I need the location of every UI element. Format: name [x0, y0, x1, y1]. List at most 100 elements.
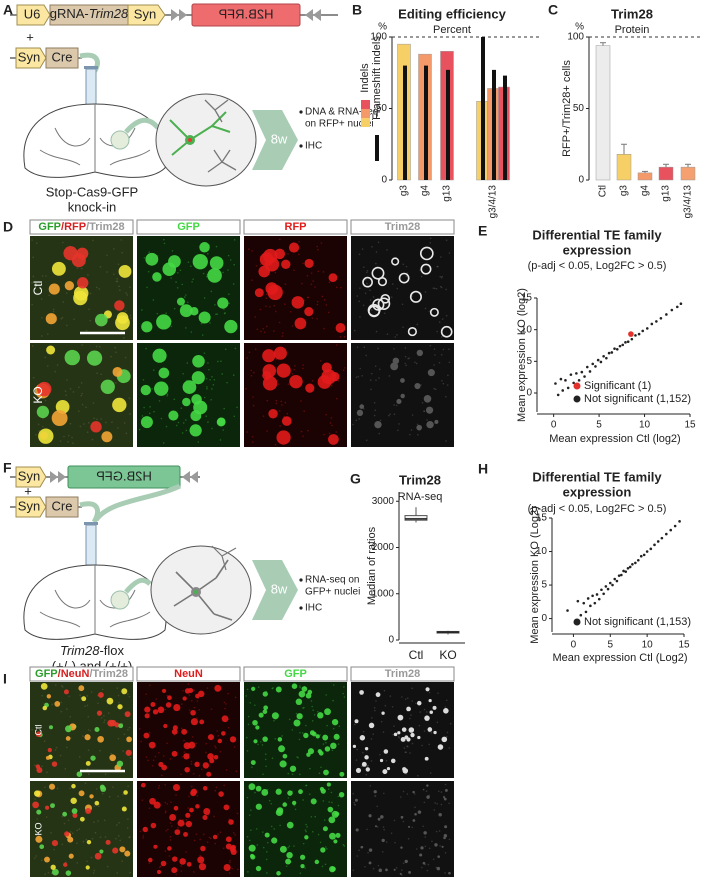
- tissue-texture: [327, 311, 330, 314]
- channel-header-part: /NeuN: [58, 668, 90, 680]
- cell: [359, 690, 364, 695]
- tissue-texture: [369, 289, 371, 292]
- tissue-texture: [323, 433, 325, 436]
- tissue-texture: [302, 799, 304, 801]
- tissue-texture: [262, 846, 265, 849]
- tissue-texture: [367, 764, 369, 767]
- cell: [377, 276, 388, 287]
- cell: [48, 783, 56, 790]
- tissue-texture: [440, 276, 443, 279]
- tissue-texture: [99, 836, 102, 838]
- panel-label: G: [350, 471, 361, 487]
- tissue-texture: [164, 811, 167, 814]
- x-axis-label: Mean expression Ctl (Log2): [552, 652, 687, 664]
- tissue-texture: [413, 793, 416, 795]
- cell: [400, 393, 405, 399]
- tissue-texture: [80, 394, 83, 397]
- tissue-texture: [87, 749, 90, 751]
- cell: [323, 769, 329, 776]
- cell: [417, 810, 422, 814]
- cell: [189, 807, 194, 813]
- tissue-texture: [404, 362, 407, 365]
- tissue-texture: [305, 830, 307, 833]
- tissue-texture: [330, 791, 333, 794]
- tissue-texture: [87, 274, 89, 276]
- cell: [229, 736, 237, 743]
- tissue-texture: [141, 415, 144, 417]
- tissue-texture: [143, 406, 145, 409]
- tissue-texture: [372, 296, 375, 298]
- cell: [293, 719, 301, 727]
- tissue-texture: [409, 717, 411, 720]
- tissue-texture: [444, 706, 447, 708]
- panel-f-diagram: Syn H2B.GFP + Syn Cre Trim28-flox (+/-) …: [10, 465, 360, 673]
- cell: [173, 805, 179, 811]
- tissue-texture: [402, 790, 405, 793]
- cell: [144, 713, 150, 719]
- channel-header: GFP: [284, 668, 307, 680]
- tissue-texture: [365, 271, 368, 274]
- tissue-texture: [288, 718, 291, 721]
- point: [649, 547, 653, 551]
- cell: [321, 369, 337, 385]
- tissue-texture: [236, 812, 239, 815]
- tissue-texture: [71, 832, 74, 835]
- panel-label: F: [3, 460, 12, 476]
- tissue-texture: [358, 418, 361, 420]
- tissue-texture: [384, 704, 387, 707]
- tissue-texture: [169, 758, 172, 760]
- tissue-texture: [164, 850, 167, 852]
- tissue-texture: [323, 299, 326, 301]
- lox-site: [182, 471, 190, 483]
- cell: [400, 378, 405, 383]
- tissue-texture: [358, 849, 360, 852]
- cell: [51, 761, 58, 767]
- tissue-texture: [353, 801, 355, 804]
- tissue-texture: [274, 271, 277, 274]
- time-label: 8w: [271, 131, 288, 146]
- tissue-texture: [426, 419, 428, 421]
- cell: [378, 868, 383, 873]
- cell: [427, 369, 435, 377]
- tissue-texture: [60, 318, 63, 320]
- cell: [298, 690, 306, 698]
- tissue-texture: [331, 749, 334, 752]
- cell: [36, 405, 50, 419]
- tissue-texture: [173, 398, 176, 401]
- tissue-texture: [352, 792, 354, 795]
- cell: [86, 839, 92, 845]
- point: [593, 601, 597, 605]
- cell: [448, 871, 451, 875]
- cell-inset: [150, 545, 252, 635]
- tissue-texture: [175, 281, 177, 283]
- tissue-texture: [219, 831, 222, 834]
- tissue-texture: [393, 725, 395, 727]
- tissue-texture: [125, 292, 127, 294]
- tissue-texture: [249, 829, 252, 831]
- tissue-texture: [106, 865, 109, 868]
- y-tick-label: 2000: [372, 542, 395, 553]
- cell: [125, 749, 132, 756]
- cell: [328, 434, 339, 445]
- tissue-texture: [66, 746, 68, 749]
- cell: [35, 731, 42, 737]
- x-tick-label: g4: [640, 185, 651, 197]
- cell: [416, 424, 423, 431]
- tissue-texture: [337, 743, 340, 745]
- cell: [424, 756, 429, 761]
- tissue-texture: [78, 828, 81, 830]
- tissue-texture: [401, 696, 403, 698]
- tissue-texture: [164, 783, 166, 786]
- cell: [314, 859, 320, 865]
- tissue-texture: [94, 831, 97, 834]
- tissue-texture: [407, 357, 409, 360]
- cell: [383, 749, 389, 754]
- tissue-texture: [170, 325, 173, 328]
- cell: [414, 812, 417, 816]
- tissue-texture: [433, 364, 435, 366]
- tissue-texture: [262, 773, 264, 776]
- tissue-texture: [211, 388, 213, 390]
- tissue-texture: [149, 406, 151, 408]
- tissue-texture: [159, 866, 161, 869]
- cell: [45, 313, 57, 325]
